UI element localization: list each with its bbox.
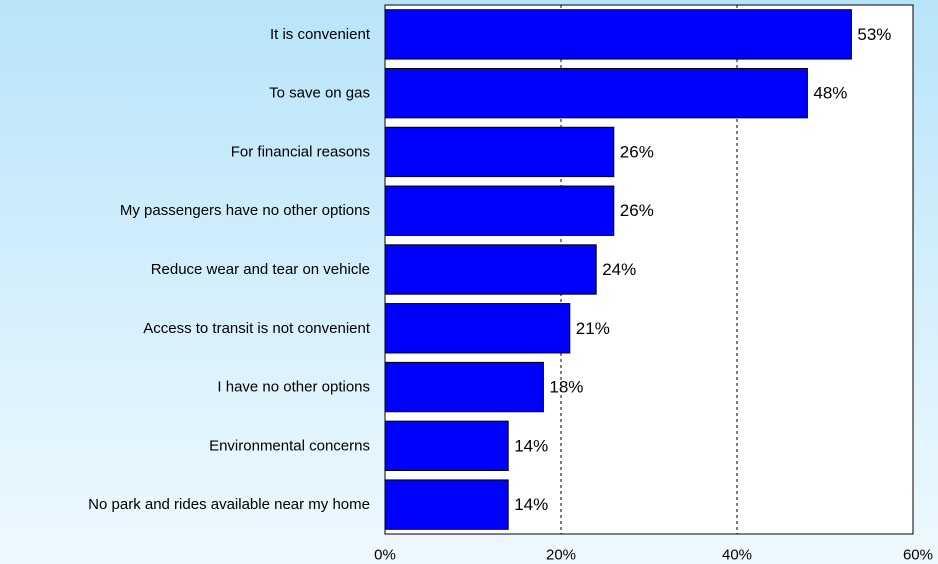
category-label: It is convenient [270,26,371,43]
bar [384,126,615,178]
category-label: For financial reasons [231,143,370,160]
bar [384,244,597,295]
category-label: I have no other options [217,379,370,396]
category-label: No park and rides available near my home [88,496,370,513]
x-tick-label: 20% [546,547,576,564]
data-label: 48% [813,84,847,103]
x-tick-label: 0% [374,547,396,564]
plot-border [384,4,914,535]
data-label: 24% [602,260,636,279]
bar [384,479,509,530]
category-label: My passengers have no other options [120,202,370,219]
x-axis-ticks: 0% 20% 40% 60% [374,547,933,564]
category-label: Environmental concerns [209,437,370,454]
category-label: Reduce wear and tear on vehicle [151,261,370,278]
data-label: 53% [857,25,891,44]
bar [384,67,808,119]
bars [384,9,852,530]
bar [384,9,852,60]
data-label: 26% [620,201,654,220]
x-tick-label: 40% [722,547,752,564]
data-label: 26% [620,142,654,161]
category-labels: It is convenient To save on gas For financ… [88,26,371,513]
value-labels: 53% 48% 26% 26% 24% 21% 18% 14% 14% [514,25,891,514]
data-label: 21% [576,319,610,338]
category-label: Access to transit is not convenient [143,320,371,337]
bar [384,420,509,472]
data-label: 14% [514,495,548,514]
bar [384,185,615,236]
x-tick-label: 60% [903,547,933,564]
bar [384,361,544,413]
category-label: To save on gas [269,85,370,102]
data-label: 18% [549,378,583,397]
bar [384,303,571,354]
data-label: 14% [514,436,548,455]
